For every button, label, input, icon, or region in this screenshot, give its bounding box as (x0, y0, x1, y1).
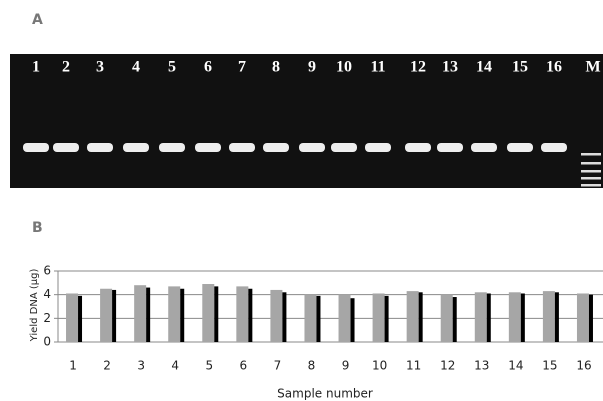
ladder-band (581, 177, 601, 180)
lane-label: 12 (410, 59, 426, 76)
panel-label: B (32, 220, 43, 236)
bar (146, 288, 150, 342)
lane-label: 4 (132, 59, 140, 76)
band (53, 143, 79, 152)
lane-label: 1 (32, 59, 40, 76)
lane-label: 15 (512, 59, 528, 76)
band (331, 143, 357, 152)
band (229, 143, 255, 152)
figure: A B Yield DNA (µg) Sample number 1234567… (0, 0, 603, 401)
lane-label: 14 (476, 59, 492, 76)
bar (270, 290, 282, 342)
x-tick-label: 5 (205, 359, 213, 373)
x-tick-label: 16 (576, 359, 591, 373)
ladder-band (581, 184, 601, 187)
band (437, 143, 463, 152)
band (299, 143, 325, 152)
y-tick-label: 2 (43, 311, 51, 325)
bar (304, 295, 316, 342)
bar (555, 292, 559, 342)
lane-label: 9 (308, 59, 316, 76)
lane-label: 13 (442, 59, 458, 76)
bar (339, 295, 351, 342)
ladder-band (581, 162, 601, 165)
bar (168, 286, 180, 342)
bar (407, 291, 419, 342)
band (123, 143, 149, 152)
lane-label: 7 (238, 59, 246, 76)
bar (441, 295, 453, 342)
x-tick-label: 11 (406, 359, 421, 373)
ladder-band (581, 170, 601, 173)
bar (236, 286, 248, 342)
panel-label: A (32, 12, 43, 28)
bar (373, 293, 385, 342)
bar (475, 292, 487, 342)
x-tick-label: 12 (440, 359, 455, 373)
x-tick-label: 14 (508, 359, 523, 373)
bar (316, 296, 320, 342)
bar (509, 292, 521, 342)
band (365, 143, 391, 152)
bar (282, 292, 286, 342)
band (263, 143, 289, 152)
band (87, 143, 113, 152)
band (471, 143, 497, 152)
lane-label: 16 (546, 59, 562, 76)
lane-label: 5 (168, 59, 176, 76)
band (23, 143, 49, 152)
x-tick-label: 1 (69, 359, 77, 373)
bar (487, 293, 491, 342)
x-tick-label: 15 (542, 359, 557, 373)
y-tick-label: 0 (43, 335, 51, 349)
band (405, 143, 431, 152)
lane-label: 3 (96, 59, 104, 76)
bar (577, 293, 589, 342)
band (159, 143, 185, 152)
bar (134, 285, 146, 342)
bar (100, 289, 112, 342)
bar (202, 284, 214, 342)
lane-label: 6 (204, 59, 212, 76)
x-tick-label: 7 (274, 359, 282, 373)
lane-label: M (585, 59, 600, 76)
bar (543, 291, 555, 342)
bar (521, 293, 525, 342)
x-tick-label: 4 (171, 359, 179, 373)
bar (78, 296, 82, 342)
x-tick-label: 3 (137, 359, 145, 373)
bar (180, 289, 184, 342)
bar (419, 292, 423, 342)
bar (214, 286, 218, 342)
bar (112, 290, 116, 342)
bar (453, 297, 457, 342)
band (507, 143, 533, 152)
bar (66, 293, 78, 342)
bar (351, 298, 355, 342)
lane-label: 2 (62, 59, 70, 76)
y-tick-label: 4 (43, 287, 51, 301)
x-tick-label: 9 (342, 359, 350, 373)
x-axis-label: Sample number (277, 387, 373, 401)
lane-label: 8 (272, 59, 280, 76)
lane-label: 11 (370, 59, 385, 76)
band (195, 143, 221, 152)
x-tick-label: 2 (103, 359, 111, 373)
bar (248, 289, 252, 342)
bar (589, 295, 593, 342)
x-tick-label: 8 (308, 359, 316, 373)
x-tick-label: 13 (474, 359, 489, 373)
x-tick-label: 10 (372, 359, 387, 373)
ladder-band (581, 153, 601, 156)
y-axis-label: Yield DNA (µg) (29, 269, 40, 343)
lane-label: 10 (336, 59, 352, 76)
band (541, 143, 567, 152)
bar (385, 296, 389, 342)
x-tick-label: 6 (240, 359, 248, 373)
y-tick-label: 6 (43, 264, 51, 278)
